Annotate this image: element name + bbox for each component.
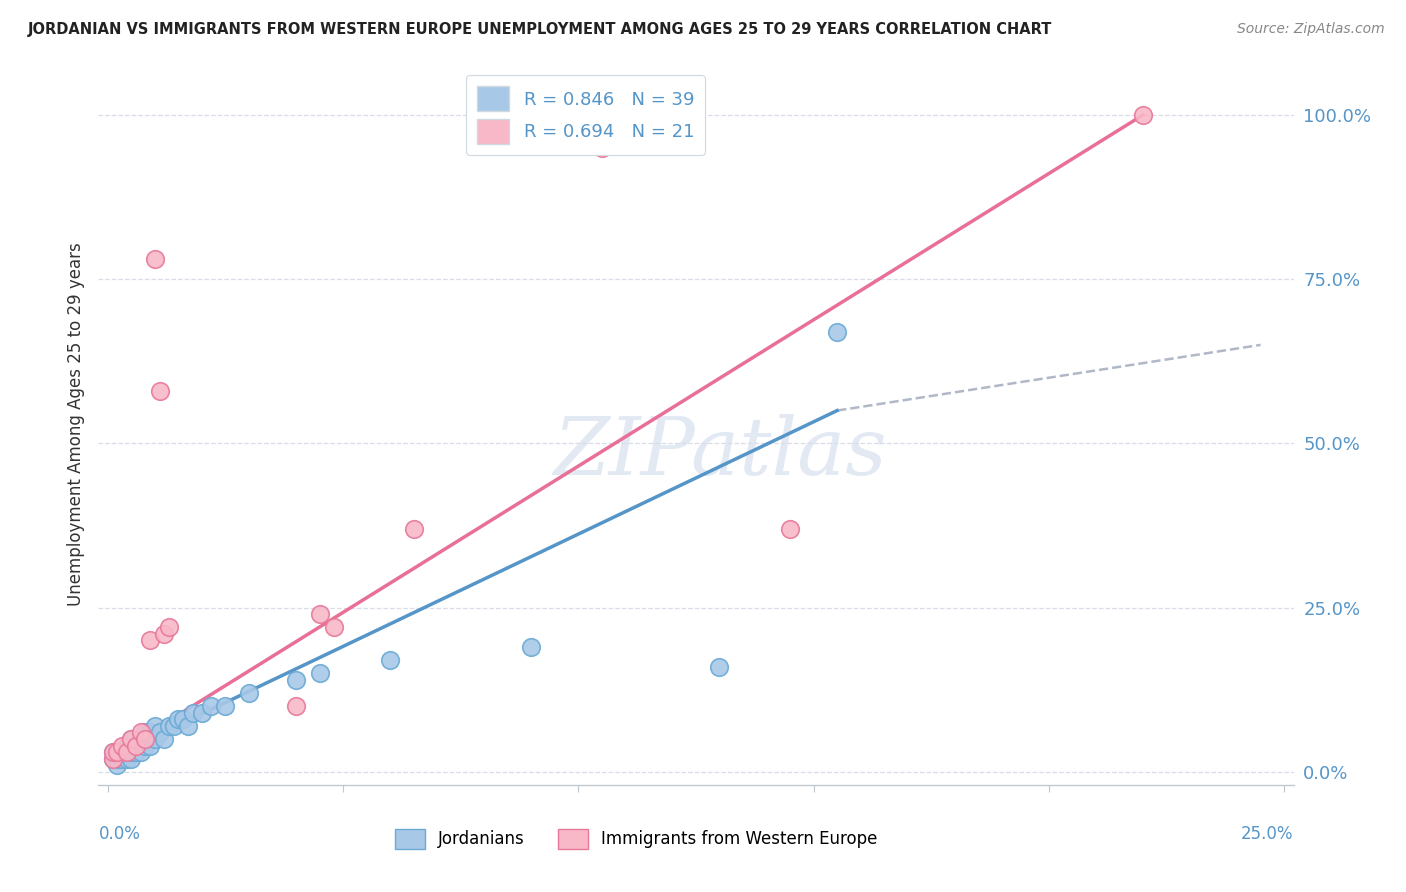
Point	[172, 712, 194, 726]
Point	[125, 745, 148, 759]
Point	[134, 725, 156, 739]
Point	[308, 607, 330, 622]
Point	[101, 752, 124, 766]
Point	[111, 745, 134, 759]
Point	[139, 633, 162, 648]
Point	[520, 640, 543, 654]
Point	[134, 739, 156, 753]
Text: 0.0%: 0.0%	[98, 825, 141, 843]
Point	[181, 706, 204, 720]
Point	[238, 686, 260, 700]
Point	[1132, 108, 1154, 122]
Point	[825, 325, 848, 339]
Point	[308, 666, 330, 681]
Point	[322, 620, 344, 634]
Point	[591, 141, 613, 155]
Point	[120, 731, 142, 746]
Legend: R = 0.846   N = 39, R = 0.694   N = 21: R = 0.846 N = 39, R = 0.694 N = 21	[465, 75, 704, 155]
Point	[125, 739, 148, 753]
Point	[120, 731, 142, 746]
Point	[129, 731, 152, 746]
Point	[779, 522, 801, 536]
Point	[285, 699, 308, 714]
Point	[153, 627, 176, 641]
Point	[134, 731, 156, 746]
Point	[153, 731, 176, 746]
Point	[191, 706, 214, 720]
Text: 25.0%: 25.0%	[1241, 825, 1294, 843]
Point	[111, 752, 134, 766]
Point	[167, 712, 190, 726]
Point	[157, 620, 180, 634]
Point	[143, 252, 166, 267]
Point	[200, 699, 222, 714]
Point	[709, 659, 731, 673]
Point	[129, 725, 152, 739]
Point	[149, 725, 172, 739]
Point	[125, 739, 148, 753]
Point	[143, 731, 166, 746]
Text: JORDANIAN VS IMMIGRANTS FROM WESTERN EUROPE UNEMPLOYMENT AMONG AGES 25 TO 29 YEA: JORDANIAN VS IMMIGRANTS FROM WESTERN EUR…	[28, 22, 1053, 37]
Point	[129, 745, 152, 759]
Point	[115, 745, 138, 759]
Text: ZIPatlas: ZIPatlas	[553, 414, 887, 491]
Point	[101, 752, 124, 766]
Point	[285, 673, 308, 687]
Point	[115, 752, 138, 766]
Point	[105, 752, 128, 766]
Point	[101, 745, 124, 759]
Point	[111, 739, 134, 753]
Y-axis label: Unemployment Among Ages 25 to 29 years: Unemployment Among Ages 25 to 29 years	[66, 242, 84, 606]
Point	[105, 745, 128, 759]
Point	[143, 719, 166, 733]
Point	[378, 653, 401, 667]
Point	[115, 739, 138, 753]
Point	[177, 719, 200, 733]
Point	[139, 725, 162, 739]
Point	[120, 752, 142, 766]
Text: Source: ZipAtlas.com: Source: ZipAtlas.com	[1237, 22, 1385, 37]
Point	[163, 719, 186, 733]
Point	[402, 522, 425, 536]
Point	[149, 384, 172, 398]
Point	[139, 739, 162, 753]
Point	[101, 745, 124, 759]
Point	[214, 699, 236, 714]
Point	[120, 745, 142, 759]
Point	[105, 758, 128, 772]
Point	[157, 719, 180, 733]
